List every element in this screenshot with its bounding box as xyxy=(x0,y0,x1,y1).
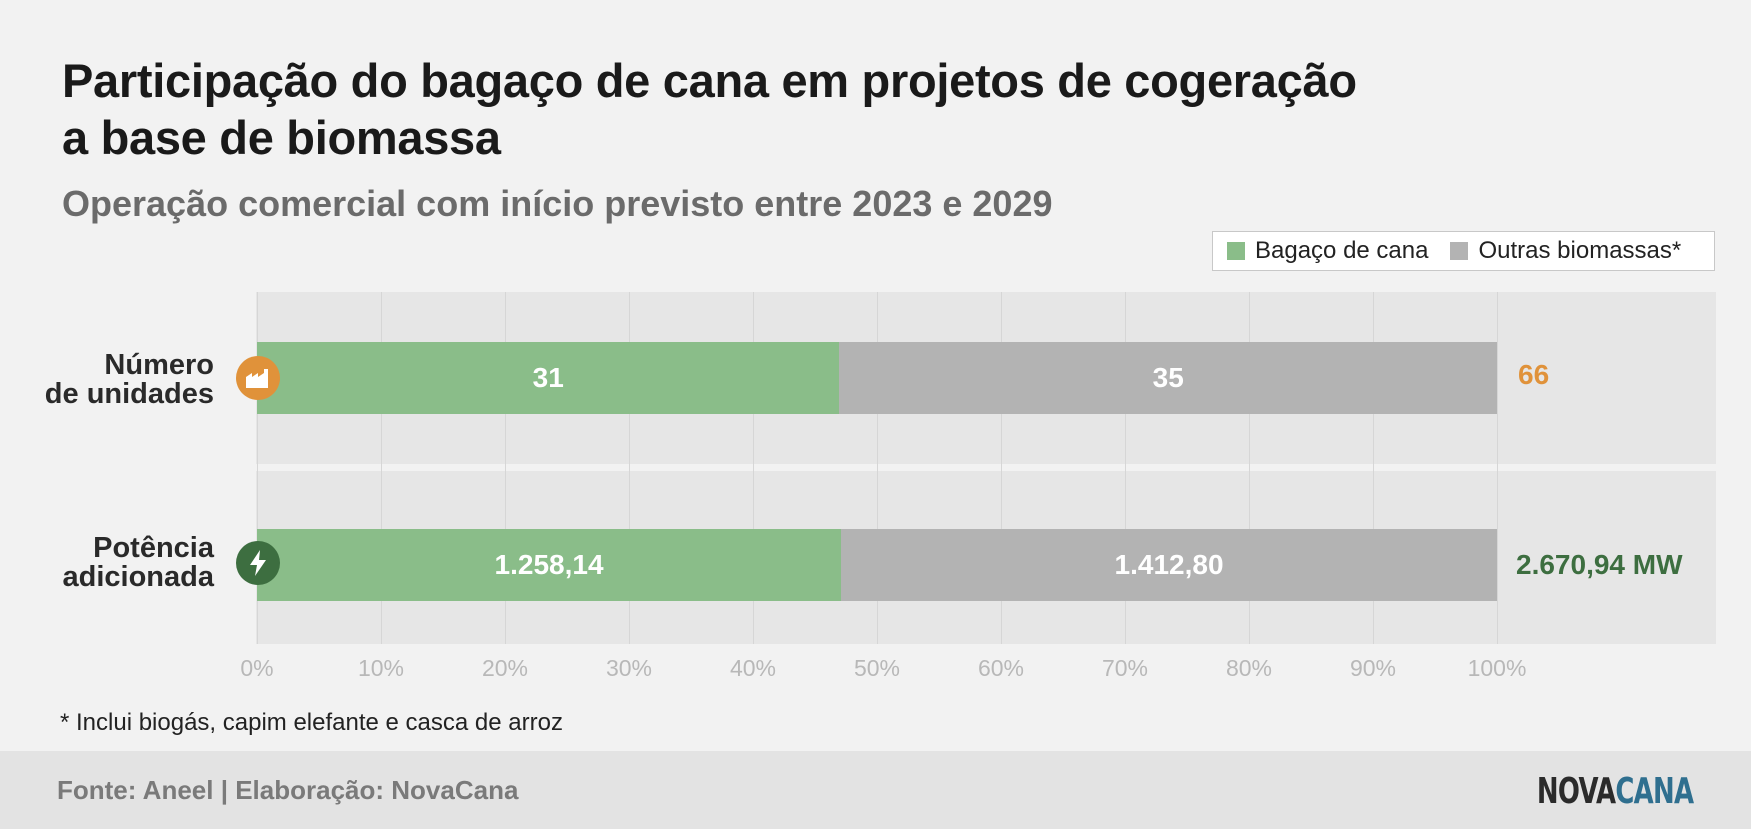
chart-title: Participação do bagaço de cana em projet… xyxy=(62,52,1562,166)
gridline xyxy=(753,292,754,644)
gridline xyxy=(257,292,258,644)
gridline xyxy=(877,292,878,644)
bar-label-potencia-bagaco: 1.258,14 xyxy=(494,549,604,580)
bar-label-potencia-outras: 1.412,80 xyxy=(1114,549,1224,580)
legend-swatch-outras xyxy=(1450,242,1469,260)
source-text: Fonte: Aneel | Elaboração: NovaCana xyxy=(57,775,519,805)
title-line-2: a base de biomassa xyxy=(62,111,501,164)
chart-subtitle: Operação comercial com início previsto e… xyxy=(62,183,1053,224)
gridline xyxy=(381,292,382,644)
logo-part-cana: CANA xyxy=(1615,771,1694,812)
x-tick-label: 100% xyxy=(1467,655,1527,681)
gridline xyxy=(1497,292,1498,644)
bar-potencia-bagaco: 1.258,14 xyxy=(257,529,842,601)
gridline xyxy=(1249,292,1250,644)
gridline xyxy=(1001,292,1002,644)
title-line-1: Participação do bagaço de cana em projet… xyxy=(62,54,1357,107)
gridline xyxy=(1373,292,1374,644)
row-label-unidades-line2: de unidades xyxy=(44,378,214,410)
x-tick-label: 20% xyxy=(481,655,529,681)
gridline xyxy=(1125,292,1126,644)
x-tick-label: 10% xyxy=(357,655,405,681)
legend: Bagaço de cana Outras biomassas* xyxy=(1212,231,1715,271)
bar-label-unidades-outras: 35 xyxy=(1152,362,1184,393)
bar-unidades-bagaco: 31 xyxy=(257,342,840,414)
lightning-icon xyxy=(236,541,280,585)
bar-unidades-outras: 35 xyxy=(839,342,1497,414)
footer: Fonte: Aneel | Elaboração: NovaCana NOVA… xyxy=(0,751,1751,829)
row-label-potencia: Potência adicionada xyxy=(63,534,215,592)
total-potencia: 2.670,94 MW xyxy=(1516,549,1683,580)
logo-part-nova: NOVA xyxy=(1536,771,1616,812)
legend-label-bagaco: Bagaço de cana xyxy=(1255,237,1429,264)
row-label-unidades-line1: Número xyxy=(104,349,214,381)
x-tick-label: 40% xyxy=(729,655,777,681)
x-tick-label: 90% xyxy=(1349,655,1397,681)
x-tick-label: 60% xyxy=(977,655,1025,681)
legend-label-outras: Outras biomassas* xyxy=(1478,237,1682,264)
novacana-logo: NOVACANA xyxy=(1536,771,1694,812)
row-label-unidades: Número de unidades xyxy=(45,351,214,409)
x-tick-label: 50% xyxy=(853,655,901,681)
x-tick-label: 30% xyxy=(605,655,653,681)
bar-potencia-outras: 1.412,80 xyxy=(841,529,1497,601)
x-tick-label: 0% xyxy=(240,655,274,681)
gridline xyxy=(505,292,506,644)
legend-item-bagaco: Bagaço de cana xyxy=(1227,237,1428,265)
legend-swatch-bagaco xyxy=(1227,242,1245,260)
footnote: * Inclui biogás, capim elefante e casca … xyxy=(60,709,563,736)
factory-icon xyxy=(236,356,280,400)
x-tick-label: 80% xyxy=(1225,655,1273,681)
bar-label-unidades-bagaco: 31 xyxy=(532,362,564,393)
row-label-potencia-line2: adicionada xyxy=(62,561,215,593)
x-tick-label: 70% xyxy=(1101,655,1149,681)
gridline xyxy=(629,292,630,644)
legend-item-outras: Outras biomassas* xyxy=(1450,237,1681,265)
total-unidades: 66 xyxy=(1518,359,1550,390)
row-label-potencia-line1: Potência xyxy=(93,532,214,564)
